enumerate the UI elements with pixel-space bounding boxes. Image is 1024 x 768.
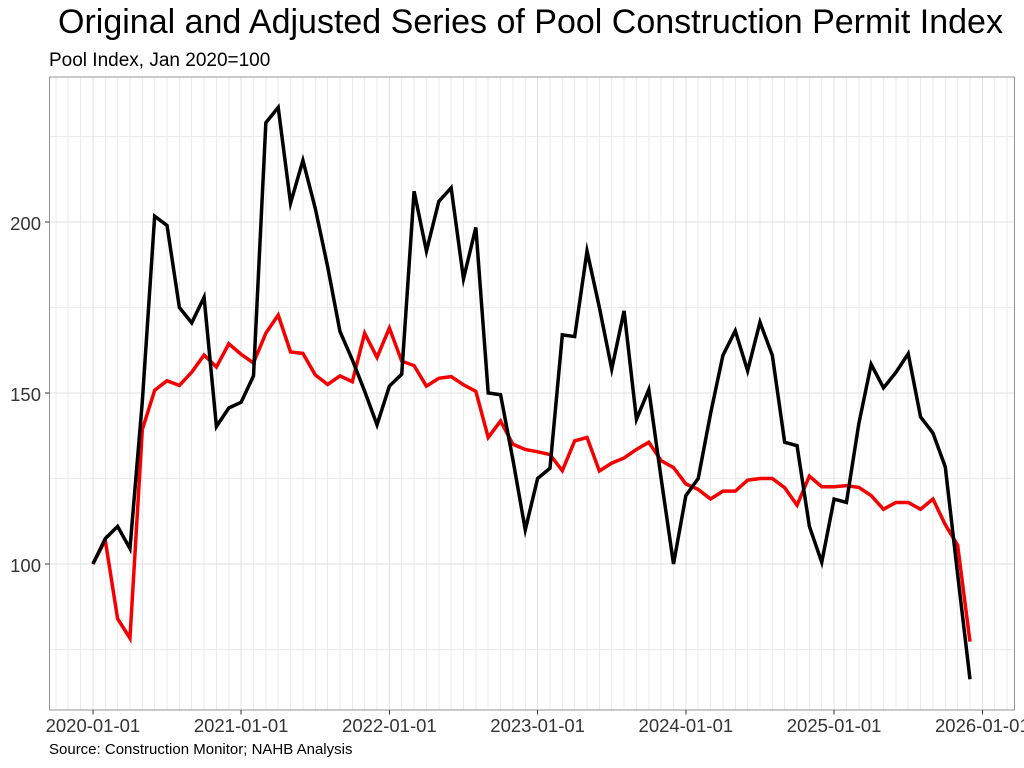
svg-text:2025-01-01: 2025-01-01 xyxy=(787,715,882,736)
svg-text:2023-01-01: 2023-01-01 xyxy=(490,715,585,736)
svg-text:2024-01-01: 2024-01-01 xyxy=(639,715,734,736)
svg-text:Original and Adjusted Series o: Original and Adjusted Series of Pool Con… xyxy=(58,3,1003,41)
svg-text:Pool Index, Jan 2020=100: Pool Index, Jan 2020=100 xyxy=(49,50,270,71)
svg-text:100: 100 xyxy=(10,555,41,576)
svg-text:Source: Construction Monitor;: Source: Construction Monitor; NAHB Analy… xyxy=(49,741,352,758)
svg-text:150: 150 xyxy=(10,384,41,405)
svg-text:2021-01-01: 2021-01-01 xyxy=(194,715,289,736)
svg-text:2022-01-01: 2022-01-01 xyxy=(342,715,437,736)
svg-text:2020-01-01: 2020-01-01 xyxy=(46,715,141,736)
svg-text:200: 200 xyxy=(10,213,41,234)
svg-text:2026-01-01: 2026-01-01 xyxy=(935,715,1024,736)
